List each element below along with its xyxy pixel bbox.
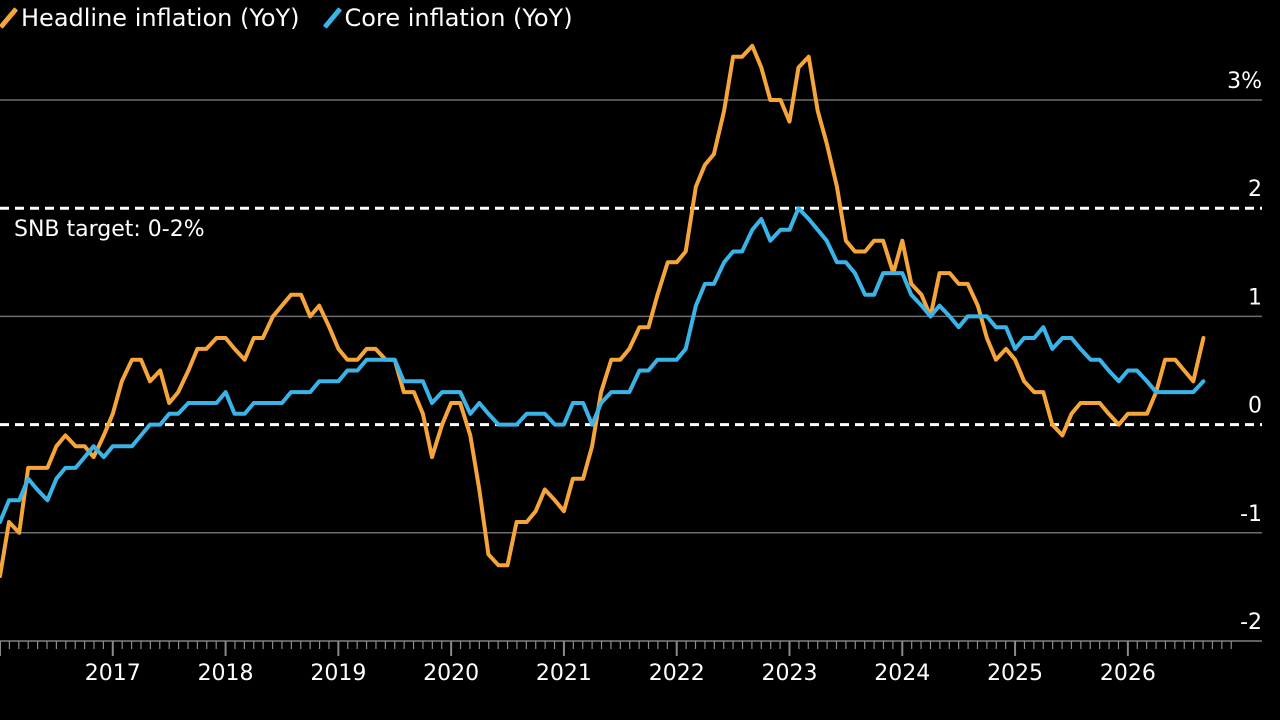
x-tick-label: 2022 (649, 661, 705, 686)
snb-target-label: SNB target: 0-2% (14, 217, 205, 242)
y-tick-label: 2 (1248, 177, 1262, 202)
x-tick-label: 2021 (536, 661, 592, 686)
x-tick-label: 2017 (85, 661, 141, 686)
series-lines (0, 43, 1206, 579)
x-tick-label: 2026 (1100, 661, 1156, 686)
series-line-headline (0, 43, 1206, 579)
x-tick-label: 2025 (987, 661, 1043, 686)
chart-legend: Headline inflation (YoY) Core inflation (… (0, 2, 573, 34)
legend-item-headline: Headline inflation (YoY) (0, 4, 300, 32)
annotations: SNB target: 0-2% (14, 217, 205, 242)
y-tick-label: 3% (1227, 69, 1262, 94)
legend-item-core: Core inflation (YoY) (322, 4, 573, 32)
y-tick-label: -1 (1240, 502, 1262, 527)
y-tick-label: 1 (1248, 285, 1262, 310)
legend-label-core: Core inflation (YoY) (344, 4, 573, 32)
x-tick-label: 2020 (423, 661, 479, 686)
x-tick-label: 2019 (310, 661, 366, 686)
x-tick-label: 2018 (198, 661, 254, 686)
x-tick-label: 2023 (761, 661, 817, 686)
legend-label-headline: Headline inflation (YoY) (21, 4, 300, 32)
y-axis: 3% 2 1 0 -1 -2 (1227, 69, 1262, 635)
x-axis: 2017 2018 2019 2020 2021 2022 2023 2024 2025 2026 (0, 640, 1262, 686)
y-tick-label: 0 (1248, 394, 1262, 419)
y-tick-label: -2 (1240, 610, 1262, 635)
series-line-core (0, 206, 1206, 524)
x-tick-label: 2024 (874, 661, 930, 686)
